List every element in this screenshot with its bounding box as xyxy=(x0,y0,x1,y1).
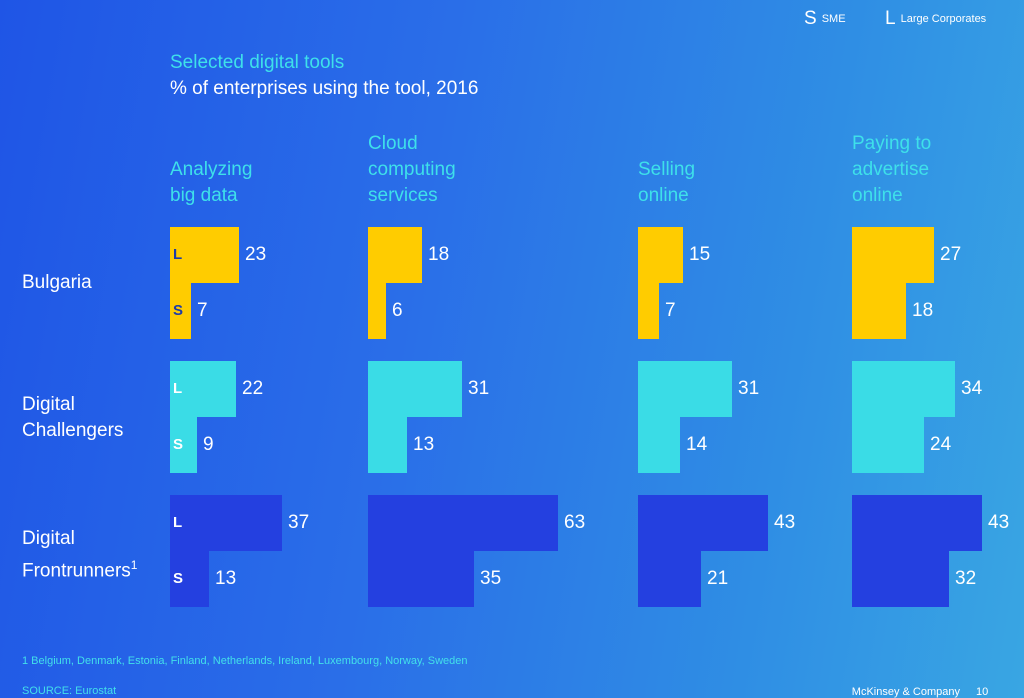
value-label-g1-s-c0: 9 xyxy=(203,434,214,455)
bar-g2-l-c1 xyxy=(368,495,558,551)
series-letter-g2-s: S xyxy=(173,570,184,587)
bar-g1-s-c0 xyxy=(170,417,197,473)
bar-g0-l-c1 xyxy=(368,227,422,283)
group-label-1: Digital Challengers xyxy=(22,394,124,441)
footnote-marker: 1 xyxy=(130,558,138,572)
value-label-g2-l-c1: 63 xyxy=(564,512,586,533)
group-label-2: Digital Frontrunners1 xyxy=(22,528,138,582)
bar-g2-l-c0 xyxy=(170,495,282,551)
bar-g0-s-c3 xyxy=(852,283,906,339)
bar-g0-s-c1 xyxy=(368,283,386,339)
value-label-g1-s-c3: 24 xyxy=(930,434,952,455)
value-label-g0-s-c3: 18 xyxy=(912,300,934,321)
bar-g1-s-c3 xyxy=(852,417,924,473)
value-label-g0-l-c2: 15 xyxy=(689,244,711,265)
value-label-g2-l-c3: 43 xyxy=(988,512,1010,533)
value-label-g1-l-c2: 31 xyxy=(738,378,760,399)
value-label-g1-l-c0: 22 xyxy=(242,378,264,399)
bar-g0-s-c2 xyxy=(638,283,659,339)
category-label-0: Analyzing big data xyxy=(170,159,253,206)
value-label-g0-s-c2: 7 xyxy=(665,300,676,321)
bar-g2-s-c2 xyxy=(638,551,701,607)
bar-g0-l-c0 xyxy=(170,227,239,283)
bar-g1-l-c1 xyxy=(368,361,462,417)
bar-g2-l-c3 xyxy=(852,495,982,551)
legend-large-label: Large Corporates xyxy=(900,13,987,25)
value-label-g2-s-c3: 32 xyxy=(955,568,977,589)
bar-g1-l-c0 xyxy=(170,361,236,417)
value-label-g2-s-c2: 21 xyxy=(707,568,729,589)
series-letter-g1-l: L xyxy=(173,380,183,397)
company-name: McKinsey & Company xyxy=(851,686,960,698)
series-letter-g0-s: S xyxy=(173,302,184,319)
bar-g0-l-c2 xyxy=(638,227,683,283)
value-label-g1-l-c1: 31 xyxy=(468,378,490,399)
value-label-g1-s-c2: 14 xyxy=(686,434,708,455)
legend-large: L Large Corporates xyxy=(885,8,986,30)
value-label-g2-s-c0: 13 xyxy=(215,568,237,589)
bar-g1-l-c2 xyxy=(638,361,732,417)
bar-g1-s-c2 xyxy=(638,417,680,473)
bar-g2-l-c2 xyxy=(638,495,768,551)
value-label-g1-s-c1: 13 xyxy=(413,434,435,455)
legend-sme-letter: S xyxy=(804,8,817,29)
page-number: 10 xyxy=(976,686,989,698)
value-label-g0-l-c0: 23 xyxy=(245,244,267,265)
chart-title: % of enterprises using the tool, 2016 xyxy=(170,78,479,99)
bar-g2-s-c3 xyxy=(852,551,949,607)
bar-g2-s-c0 xyxy=(170,551,209,607)
bar-g1-l-c3 xyxy=(852,361,955,417)
value-label-g1-l-c3: 34 xyxy=(961,378,983,399)
category-label-1: Cloud computing services xyxy=(368,133,456,206)
category-label-3: Paying to advertise online xyxy=(852,133,932,206)
value-label-g0-s-c0: 7 xyxy=(197,300,208,321)
footnote: 1 Belgium, Denmark, Estonia, Finland, Ne… xyxy=(22,655,468,667)
group-label-0: Bulgaria xyxy=(22,272,92,293)
legend-large-letter: L xyxy=(885,8,896,29)
legend-sme: S SME xyxy=(804,8,846,30)
value-label-g2-l-c0: 37 xyxy=(288,512,310,533)
category-label-2: Selling online xyxy=(638,159,696,206)
bar-g2-s-c1 xyxy=(368,551,474,607)
bar-g0-s-c0 xyxy=(170,283,191,339)
value-label-g2-s-c1: 35 xyxy=(480,568,502,589)
bar-g1-s-c1 xyxy=(368,417,407,473)
bar-g0-l-c3 xyxy=(852,227,934,283)
value-label-g0-l-c3: 27 xyxy=(940,244,962,265)
series-letter-g1-s: S xyxy=(173,436,184,453)
chart-subtitle: Selected digital tools xyxy=(170,52,345,73)
value-label-g0-l-c1: 18 xyxy=(428,244,450,265)
legend-sme-label: SME xyxy=(821,13,846,25)
value-label-g0-s-c1: 6 xyxy=(392,300,403,321)
series-letter-g2-l: L xyxy=(173,514,183,531)
source-note: SOURCE: Eurostat xyxy=(22,685,117,697)
series-letter-g0-l: L xyxy=(173,246,183,263)
value-label-g2-l-c2: 43 xyxy=(774,512,796,533)
